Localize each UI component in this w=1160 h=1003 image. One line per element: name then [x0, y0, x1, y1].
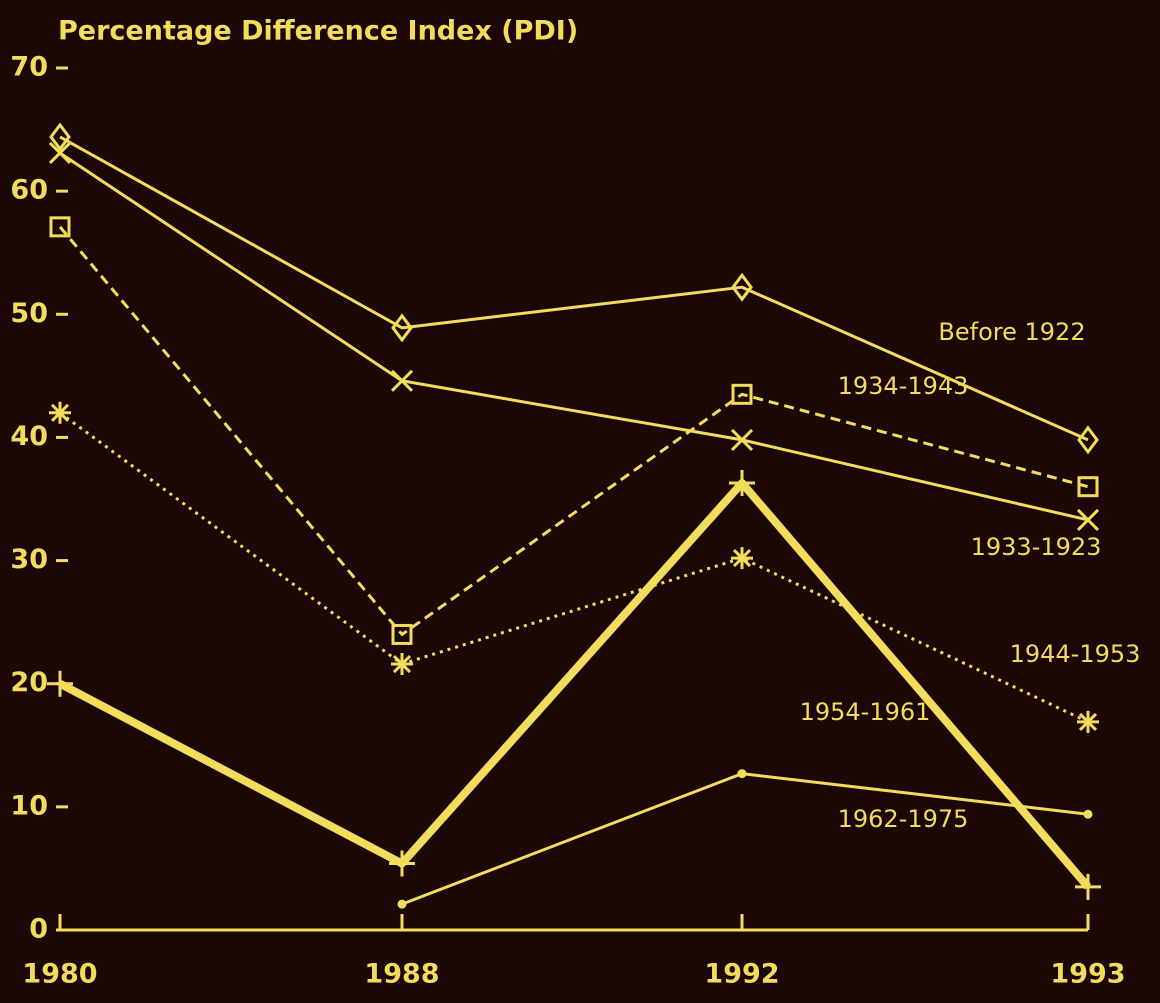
y-tick-label: 30 [10, 544, 48, 575]
marker [49, 401, 71, 424]
y-tick-label: 70 [10, 52, 48, 83]
y-tick-label: 50 [10, 298, 48, 329]
marker [729, 469, 755, 496]
series-label: Before 1922 [938, 318, 1085, 346]
series-line [59, 151, 1089, 522]
marker [390, 369, 414, 392]
marker [49, 122, 71, 152]
data-point [390, 369, 414, 392]
marker [1077, 710, 1099, 733]
marker [1077, 425, 1099, 455]
series-label: 1944-1953 [1010, 640, 1141, 668]
data-point [731, 383, 753, 405]
marker [389, 850, 415, 877]
marker [730, 428, 754, 451]
y-tick-label: 10 [10, 790, 48, 821]
x-tick-label: 1980 [22, 959, 97, 990]
data-point [391, 653, 413, 676]
series-line [58, 478, 1092, 890]
data-point [1083, 809, 1093, 819]
y-tick-label: 60 [10, 175, 48, 206]
data-point [729, 469, 755, 496]
data-point [49, 401, 71, 424]
x-tick-label: 1988 [364, 959, 439, 990]
x-tick-label: 1992 [704, 959, 779, 990]
data-point [389, 850, 415, 877]
marker [731, 383, 753, 405]
data-point [391, 623, 413, 645]
data-point [731, 272, 753, 302]
marker [48, 141, 72, 165]
series-label: 1954-1961 [800, 698, 931, 726]
data-point [48, 141, 72, 165]
data-point [391, 313, 413, 343]
data-point [397, 899, 407, 909]
marker [391, 653, 413, 676]
data-point [1077, 425, 1099, 455]
data-point [737, 769, 747, 779]
chart-title: Percentage Difference Index (PDI) [58, 16, 578, 47]
series-line [58, 225, 1089, 636]
data-point [49, 216, 71, 238]
marker [397, 899, 407, 909]
marker [1075, 873, 1101, 900]
marker [391, 313, 413, 343]
data-point [1075, 873, 1101, 900]
marker [391, 623, 413, 645]
marker [1077, 476, 1099, 498]
marker [737, 769, 747, 779]
y-tick-label: 40 [10, 421, 48, 452]
marker [47, 670, 73, 697]
marker [1083, 809, 1093, 819]
data-point [49, 122, 71, 152]
data-point [1077, 476, 1099, 498]
series-label: 1934-1943 [838, 372, 969, 400]
y-tick-label: 0 [29, 914, 48, 945]
data-point [1077, 710, 1099, 733]
data-point [47, 670, 73, 697]
marker [49, 216, 71, 238]
data-point [731, 547, 753, 570]
data-point [730, 428, 754, 451]
series-line [59, 135, 1089, 442]
y-tick-label: 20 [10, 667, 48, 698]
marker [731, 547, 753, 570]
series-line [59, 411, 1089, 724]
series-label: 1962-1975 [838, 805, 969, 833]
marker [731, 272, 753, 302]
x-tick-label: 1993 [1050, 959, 1125, 990]
data-point [1076, 508, 1100, 531]
marker [1076, 508, 1100, 531]
series-label: 1933-1923 [971, 533, 1102, 561]
